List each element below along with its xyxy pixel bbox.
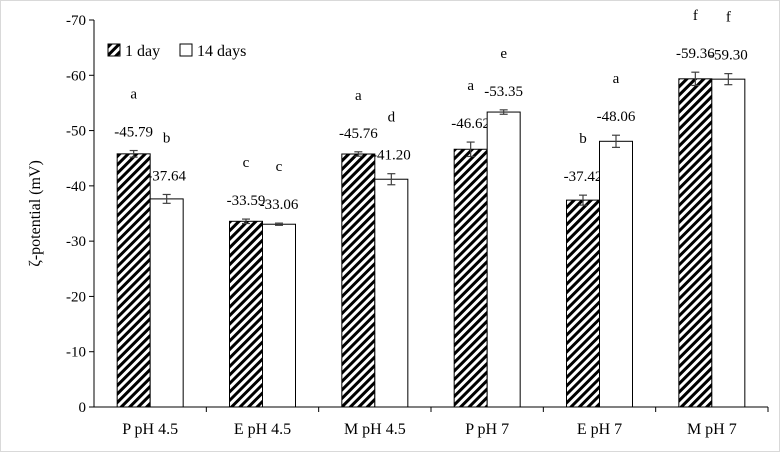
significance-letter: b bbox=[579, 131, 587, 147]
legend-label: 14 days bbox=[197, 43, 246, 60]
y-tick-label: -60 bbox=[66, 68, 86, 84]
data-label: -59.36 bbox=[676, 46, 715, 62]
legend-swatch-1-day bbox=[107, 43, 121, 57]
significance-letter: b bbox=[163, 130, 171, 146]
x-tick-label: P pH 7 bbox=[465, 421, 509, 438]
bar-14-days bbox=[711, 78, 746, 408]
significance-letter: a bbox=[130, 87, 137, 103]
data-label: -37.64 bbox=[147, 168, 186, 184]
bar-1-day bbox=[678, 78, 713, 408]
data-label: -53.35 bbox=[484, 84, 523, 100]
bar-14-days bbox=[149, 198, 184, 408]
legend-swatch-14-days bbox=[179, 43, 193, 57]
y-tick-label: -20 bbox=[66, 289, 86, 305]
significance-letter: f bbox=[693, 8, 698, 24]
data-label: -45.76 bbox=[339, 126, 378, 142]
legend-label: 1 day bbox=[125, 43, 160, 60]
data-label: -46.62 bbox=[451, 116, 490, 132]
data-label: -37.42 bbox=[564, 169, 603, 185]
y-tick-label: -10 bbox=[66, 345, 86, 361]
bar-14-days bbox=[262, 223, 296, 408]
data-label: -59.30 bbox=[709, 48, 748, 64]
y-tick-label: -50 bbox=[66, 124, 86, 140]
y-axis-label: ζ-potential (mV) bbox=[27, 160, 44, 267]
y-tick-label: 0 bbox=[79, 400, 87, 416]
x-tick-label: M pH 4.5 bbox=[344, 421, 406, 438]
bar-1-day bbox=[116, 153, 151, 408]
x-tick-label: M pH 7 bbox=[687, 421, 737, 438]
significance-letter: f bbox=[726, 10, 731, 26]
bar-14-days bbox=[599, 140, 633, 408]
significance-letter: e bbox=[500, 46, 507, 62]
significance-letter: a bbox=[355, 88, 362, 104]
x-tick-label: P pH 4.5 bbox=[122, 421, 178, 438]
significance-letter: a bbox=[467, 78, 474, 94]
data-label: -33.06 bbox=[260, 197, 299, 213]
bar-14-days bbox=[486, 111, 521, 408]
significance-letter: c bbox=[243, 155, 250, 171]
x-tick-label: E pH 7 bbox=[577, 421, 622, 438]
bar-14-days bbox=[374, 178, 409, 408]
significance-letter: d bbox=[388, 110, 396, 126]
significance-letter: a bbox=[613, 71, 620, 87]
y-tick-label: -30 bbox=[66, 234, 86, 250]
data-label: -33.59 bbox=[227, 193, 266, 209]
significance-letter: c bbox=[276, 159, 283, 175]
y-tick-label: -70 bbox=[66, 13, 86, 29]
data-label: -45.79 bbox=[114, 125, 153, 141]
y-tick-label: -40 bbox=[66, 179, 86, 195]
bar-1-day bbox=[453, 148, 488, 408]
data-label: -48.06 bbox=[597, 109, 636, 125]
data-label: -41.20 bbox=[372, 148, 411, 164]
bar-1-day bbox=[229, 220, 263, 408]
bar-1-day bbox=[341, 153, 376, 408]
bar-1-day bbox=[566, 199, 600, 408]
x-tick-label: E pH 4.5 bbox=[234, 421, 291, 438]
